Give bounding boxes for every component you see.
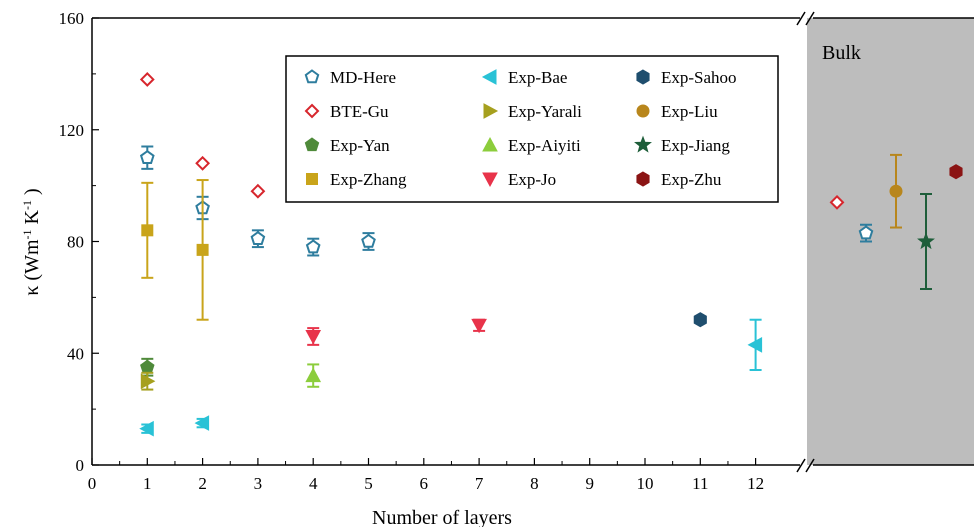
data-point — [139, 72, 155, 87]
legend-marker — [636, 69, 650, 85]
legend-marker — [304, 69, 320, 84]
legend-label: Exp-Sahoo — [661, 68, 737, 87]
legend-marker — [482, 136, 498, 152]
data-point — [305, 367, 322, 383]
x-tick-label: 11 — [692, 474, 708, 493]
data-point-bulk — [949, 164, 963, 180]
x-tick-label: 12 — [747, 474, 764, 493]
legend-marker — [636, 104, 650, 118]
legend-marker — [304, 137, 320, 152]
data-point — [194, 415, 210, 431]
y-tick-label: 80 — [67, 233, 84, 252]
x-tick-label: 2 — [198, 474, 207, 493]
legend-box — [285, 55, 779, 203]
series-exp-zhu — [949, 164, 963, 180]
series-exp-sahoo — [693, 312, 707, 328]
x-tick-label: 4 — [309, 474, 318, 493]
legend-label: Exp-Yan — [330, 136, 390, 155]
x-tick-label: 6 — [420, 474, 429, 493]
x-tick-label: 3 — [254, 474, 263, 493]
legend-marker — [306, 173, 318, 185]
x-tick-label: 10 — [637, 474, 654, 493]
legend-label: MD-Here — [330, 68, 396, 87]
axes — [91, 11, 974, 473]
legend-label: BTE-Gu — [330, 102, 389, 121]
legend: MD-Here BTE-Gu Exp-Yan Exp-Zhang Exp-Bae Exp-… — [285, 55, 779, 203]
data-point — [195, 155, 211, 171]
data-point-bulk — [829, 194, 845, 210]
data-point — [361, 233, 376, 248]
data-point — [305, 239, 321, 254]
legend-label: Exp-Zhu — [661, 170, 722, 189]
legend-marker — [304, 103, 320, 119]
data-point-bulk — [889, 184, 903, 198]
series-exp-yarali — [140, 371, 156, 391]
y-tick-label: 0 — [76, 456, 85, 475]
data-point — [250, 183, 266, 199]
legend-label: Exp-Jiang — [661, 136, 730, 155]
y-axis-title: κ (Wm-1 K-1 ) — [20, 188, 43, 295]
series-exp-jiang — [917, 193, 935, 290]
data-point — [140, 359, 155, 374]
axis-break-mark — [805, 11, 815, 26]
legend-label: Exp-Jo — [508, 170, 556, 189]
data-point — [139, 149, 155, 164]
series-exp-liu — [889, 153, 903, 229]
bulk-region — [807, 18, 974, 465]
data-point-bulk — [858, 225, 874, 240]
series-md-here — [139, 145, 874, 257]
y-tick-label: 120 — [59, 121, 85, 140]
series-exp-bae — [139, 318, 763, 437]
series-bte-gu — [139, 72, 845, 210]
x-tick-label: 9 — [585, 474, 594, 493]
data-point — [250, 230, 266, 245]
series-exp-jo — [305, 318, 487, 346]
data-point — [305, 329, 322, 345]
data-point — [196, 243, 209, 256]
legend-marker — [636, 171, 650, 187]
legend-label: Exp-Bae — [508, 68, 567, 87]
data-point-bulk — [917, 232, 935, 250]
x-tick-label: 0 — [88, 474, 97, 493]
x-tick-label: 8 — [530, 474, 539, 493]
x-tick-label: 1 — [143, 474, 152, 493]
data-marks — [139, 72, 963, 437]
legend-label: Exp-Zhang — [330, 170, 407, 189]
data-point — [139, 420, 154, 437]
bulk-label: Bulk — [822, 42, 861, 64]
x-tick-label: 7 — [475, 474, 484, 493]
x-axis-title: Number of layers — [372, 507, 512, 527]
y-tick-label: 160 — [59, 9, 85, 28]
data-point — [140, 373, 156, 390]
legend-marker — [483, 103, 499, 119]
legend-label: Exp-Aiyiti — [508, 136, 581, 155]
legend-label: Exp-Liu — [661, 102, 718, 121]
data-point — [747, 337, 763, 353]
legend-marker — [482, 172, 498, 188]
data-point — [693, 312, 707, 328]
x-tick-label: 5 — [364, 474, 373, 493]
legend-marker — [634, 135, 652, 153]
axis-break-mark — [796, 11, 806, 26]
legend-marker — [481, 69, 497, 85]
legend-label: Exp-Yarali — [508, 102, 582, 121]
axis-break-mark — [805, 458, 815, 473]
data-point — [141, 224, 154, 237]
axis-break-mark — [796, 458, 806, 473]
y-tick-label: 40 — [67, 344, 84, 363]
data-point — [471, 318, 487, 334]
series-exp-aiyiti — [305, 363, 322, 388]
series-exp-zhang — [141, 179, 209, 321]
